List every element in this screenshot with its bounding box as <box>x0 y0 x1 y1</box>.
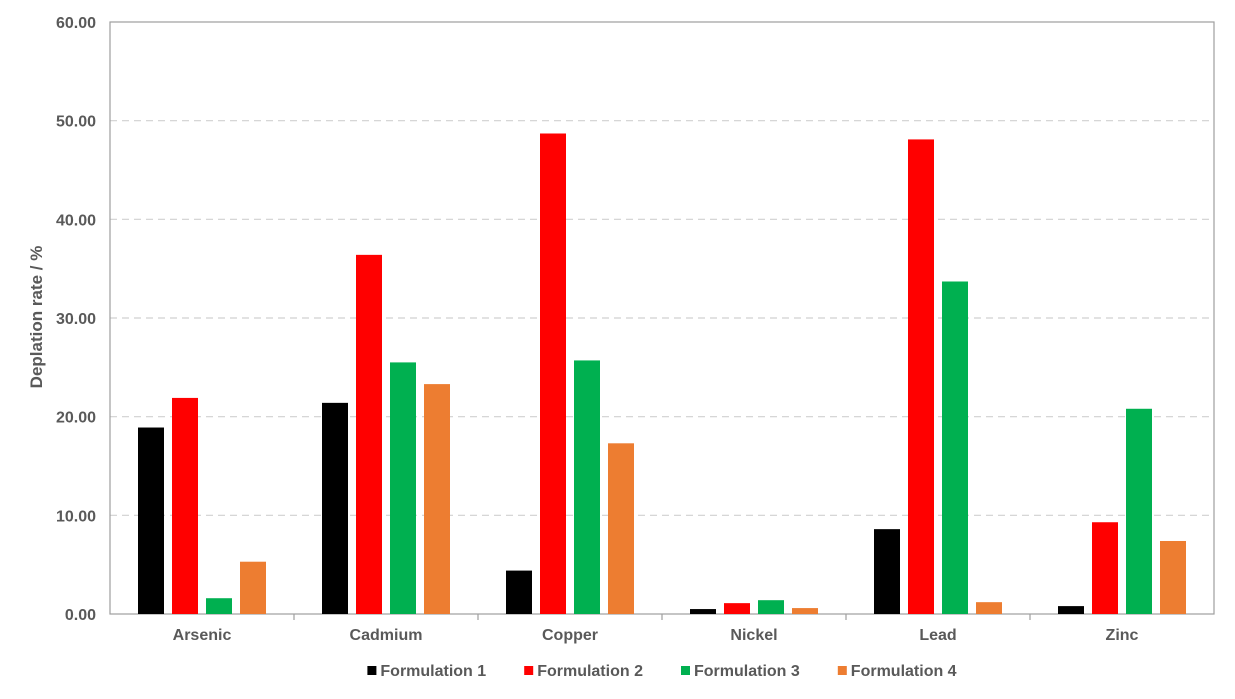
legend-label: Formulation 1 <box>380 663 486 680</box>
legend-swatch <box>524 666 534 675</box>
bar-formulation-1-arsenic <box>138 427 164 614</box>
x-tick-label: Copper <box>542 627 598 644</box>
y-tick-label: 30.00 <box>56 311 96 328</box>
bar-formulation-2-arsenic <box>172 397 198 614</box>
x-tick-label: Cadmium <box>350 627 423 644</box>
bar-formulation-1-nickel <box>690 609 716 614</box>
x-tick-label: Zinc <box>1106 627 1139 644</box>
legend-label: Formulation 3 <box>694 663 800 680</box>
legend: Formulation 1 Formulation 2 Formulation 3 F… <box>367 663 957 680</box>
legend-label: Formulation 2 <box>537 663 643 680</box>
bar-formulation-2-copper <box>540 133 566 614</box>
bar-formulation-1-lead <box>874 529 900 614</box>
bar-formulation-3-lead <box>942 281 968 614</box>
bar-formulation-1-cadmium <box>322 402 348 614</box>
bar-formulation-3-copper <box>574 360 600 614</box>
legend-swatch <box>681 666 690 675</box>
legend-swatch <box>837 666 847 675</box>
bar-formulation-3-zinc <box>1126 408 1152 614</box>
y-tick-label: 40.00 <box>56 212 96 229</box>
bars <box>138 133 1186 614</box>
bar-formulation-4-nickel <box>792 608 818 614</box>
bar-formulation-1-zinc <box>1058 606 1084 614</box>
bar-formulation-4-copper <box>608 443 634 614</box>
bar-formulation-3-cadmium <box>390 362 416 614</box>
y-tick-label: 0.00 <box>65 607 96 624</box>
bar-formulation-4-lead <box>976 602 1002 614</box>
bar-formulation-3-arsenic <box>206 598 232 614</box>
legend-label: Formulation 4 <box>851 663 957 680</box>
y-tick-label: 10.00 <box>56 508 96 525</box>
y-tick-label: 20.00 <box>56 410 96 427</box>
x-tick-label: Arsenic <box>173 627 232 644</box>
bar-formulation-3-nickel <box>758 600 784 614</box>
y-axis-ticks: 0.00 10.00 20.00 30.00 40.00 50.00 60.00 <box>56 15 96 624</box>
bar-formulation-2-nickel <box>724 603 750 614</box>
bar-formulation-4-zinc <box>1160 540 1186 614</box>
bar-formulation-2-zinc <box>1092 522 1118 614</box>
bar-formulation-1-copper <box>506 570 532 614</box>
bar-formulation-4-cadmium <box>424 384 450 614</box>
y-axis-label: Deplation rate / % <box>27 246 46 389</box>
y-tick-label: 60.00 <box>56 15 96 32</box>
y-tick-label: 50.00 <box>56 114 96 131</box>
legend-swatch <box>367 666 377 675</box>
x-tick-label: Nickel <box>730 627 777 644</box>
bar-formulation-2-cadmium <box>356 254 382 614</box>
x-axis-ticks: Arsenic Cadmium Copper Nickel Lead Zinc <box>173 614 1139 644</box>
x-tick-label: Lead <box>919 627 956 644</box>
bar-formulation-2-lead <box>908 139 934 614</box>
bar-formulation-4-arsenic <box>240 561 266 614</box>
gridlines <box>110 120 1214 516</box>
